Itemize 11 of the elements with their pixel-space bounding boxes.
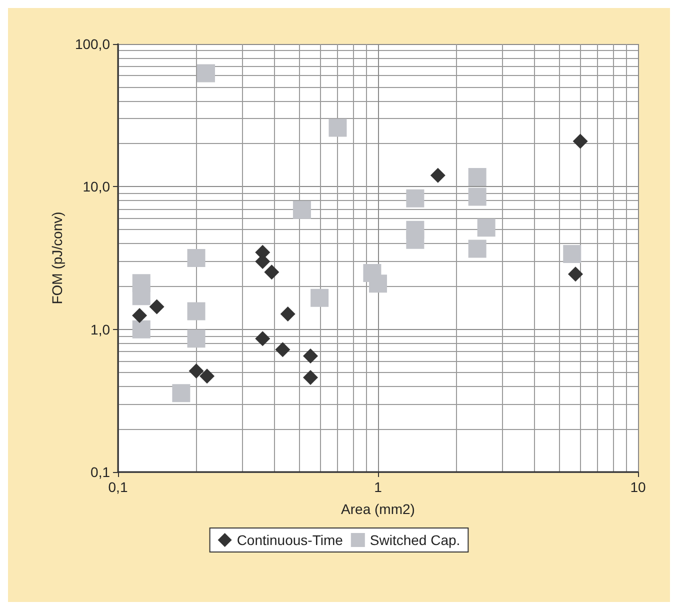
legend-label: Continuous-Time bbox=[236, 532, 344, 548]
y-tick-label: 100,0 bbox=[74, 36, 110, 52]
y-tick-label: 1,0 bbox=[90, 321, 110, 338]
legend-label: Switched Cap. bbox=[370, 532, 460, 548]
x-tick-label: 0,1 bbox=[108, 479, 128, 495]
x-axis-title: Area (mm2) bbox=[341, 501, 415, 517]
y-tick-label: 0,1 bbox=[90, 464, 110, 480]
x-tick-label: 10 bbox=[630, 479, 646, 495]
y-axis-title: FOM (pJ/conv) bbox=[49, 212, 66, 304]
x-tick-label: 1 bbox=[374, 479, 382, 495]
y-tick-label: 10,0 bbox=[82, 178, 110, 195]
